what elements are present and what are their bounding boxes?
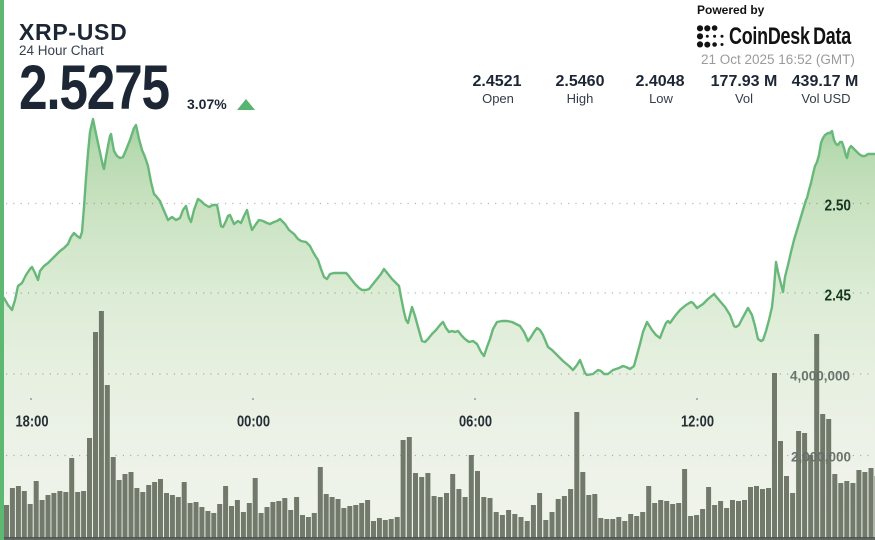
svg-text:2.45: 2.45 <box>825 288 852 305</box>
svg-text:2,000,000: 2,000,000 <box>791 449 851 465</box>
svg-text:4,000,000: 4,000,000 <box>790 368 850 384</box>
svg-text:12:00: 12:00 <box>681 414 714 431</box>
svg-text:00:00: 00:00 <box>237 414 270 431</box>
svg-text:06:00: 06:00 <box>459 414 492 431</box>
svg-text:2.50: 2.50 <box>825 198 852 215</box>
svg-text:18:00: 18:00 <box>16 414 49 431</box>
